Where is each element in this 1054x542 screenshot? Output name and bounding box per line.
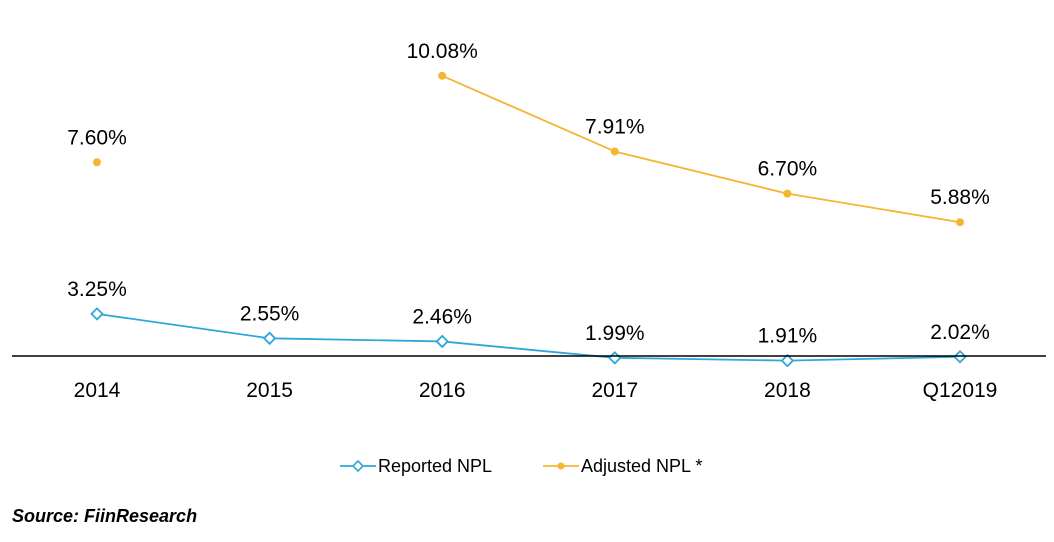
source-note: Source: FiinResearch bbox=[12, 506, 198, 526]
data-label: 5.88% bbox=[930, 186, 990, 209]
data-point bbox=[435, 334, 449, 349]
data-point bbox=[953, 350, 967, 364]
data-label: 2.46% bbox=[412, 305, 472, 328]
data-label: 7.91% bbox=[585, 115, 645, 138]
x-tick-label: 2017 bbox=[591, 379, 638, 402]
x-tick-label: 2015 bbox=[246, 379, 293, 402]
data-point bbox=[608, 351, 622, 365]
data-point bbox=[783, 189, 792, 198]
data-label: 2.55% bbox=[240, 302, 300, 325]
data-point bbox=[438, 71, 447, 80]
data-label: 2.02% bbox=[930, 321, 990, 344]
legend-label: Reported NPL bbox=[378, 456, 492, 476]
series-reported-npl: 3.25% 2.55% 2.46% 1.99% 1.91% 2.02% bbox=[67, 278, 990, 368]
series-line-segment bbox=[442, 340, 615, 359]
series-line-segment bbox=[787, 355, 961, 362]
data-point bbox=[262, 331, 277, 346]
x-tick-label: Q12019 bbox=[923, 379, 998, 402]
series-line-segment bbox=[96, 313, 270, 340]
data-label: 10.08% bbox=[407, 40, 478, 63]
data-label: 7.60% bbox=[67, 126, 127, 149]
series-line-segment bbox=[269, 337, 443, 343]
legend-item-adjusted-npl: Adjusted NPL * bbox=[543, 456, 702, 476]
data-label: 1.91% bbox=[758, 325, 818, 348]
x-tick-label: 2014 bbox=[74, 379, 121, 402]
series-line-segment bbox=[787, 192, 961, 224]
legend-marker bbox=[557, 462, 565, 470]
series-line-segment bbox=[614, 356, 788, 362]
data-point bbox=[90, 307, 104, 321]
legend-item-reported-npl: Reported NPL bbox=[340, 456, 492, 476]
x-axis-ticks: 2014 2015 2016 2017 2018 Q12019 bbox=[74, 379, 998, 402]
x-tick-label: 2016 bbox=[419, 379, 466, 402]
data-point bbox=[610, 147, 619, 156]
data-label: 3.25% bbox=[67, 278, 127, 301]
series-line-segment bbox=[614, 150, 788, 195]
data-label: 6.70% bbox=[758, 158, 818, 181]
legend: Reported NPL Adjusted NPL * bbox=[340, 456, 702, 476]
data-point bbox=[780, 353, 795, 368]
data-label: 1.99% bbox=[585, 322, 645, 345]
series-adjusted-npl: 7.60% 10.08% 7.91% 6.70% 5.88% bbox=[67, 40, 990, 227]
legend-marker bbox=[351, 459, 365, 473]
series-layer: 3.25% 2.55% 2.46% 1.99% 1.91% 2.02% 7.60% 10.08… bbox=[67, 40, 990, 368]
legend-label: Adjusted NPL * bbox=[581, 456, 702, 476]
data-point bbox=[93, 158, 101, 167]
x-tick-label: 2018 bbox=[764, 379, 811, 402]
data-point bbox=[956, 218, 964, 227]
series-line-segment bbox=[441, 74, 616, 153]
